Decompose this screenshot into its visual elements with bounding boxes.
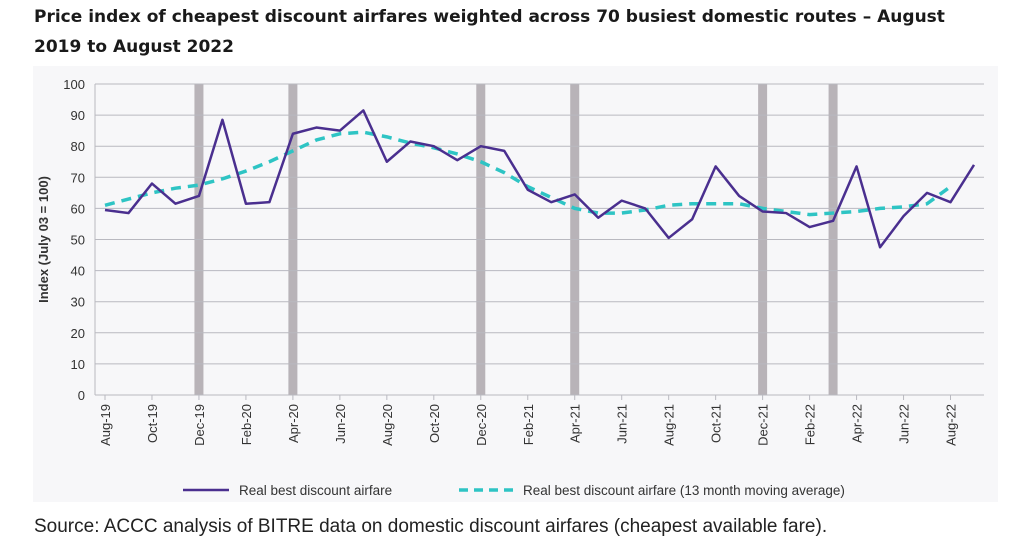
series-line-1 (104, 130, 952, 217)
y-tick-label-90: 90 (71, 108, 85, 123)
y-tick-label-30: 30 (71, 295, 85, 310)
x-tick-label-0: Aug-19 (98, 404, 113, 446)
x-tick-label-22: Jun-21 (615, 404, 630, 444)
x-tick-label-12: Aug-20 (380, 404, 395, 446)
x-tick-label-10: Jun-20 (333, 404, 348, 444)
y-tick-label-100: 100 (63, 77, 85, 92)
series-line-0 (104, 109, 976, 249)
x-tick-label-32: Apr-22 (850, 404, 865, 443)
x-tick-label-6: Feb-20 (239, 404, 254, 445)
y-tick-label-20: 20 (71, 326, 85, 341)
source-note: Source: ACCC analysis of BITRE data on d… (34, 516, 828, 537)
y-tick-label-40: 40 (71, 264, 85, 279)
x-tick-label-2: Oct-19 (145, 404, 160, 443)
x-tick-label-18: Feb-21 (521, 404, 536, 445)
x-tick-label-34: Jun-22 (897, 404, 912, 444)
x-tick-label-16: Dec-20 (474, 404, 489, 446)
y-tick-label-0: 0 (78, 388, 85, 403)
y-axis-label: Index (July 03 = 100) (36, 176, 51, 303)
x-tick-label-4: Dec-19 (192, 404, 207, 446)
x-tick-label-8: Apr-20 (286, 404, 301, 443)
x-tick-label-24: Aug-21 (662, 404, 677, 446)
chart-panel: 0 10 20 30 40 50 60 70 80 90 100 Index (July 03 = 1… (33, 66, 998, 502)
y-tick-label-10: 10 (71, 357, 85, 372)
legend-label-1: Real best discount airfare (13 month mov… (523, 483, 845, 498)
chart-svg: 0 10 20 30 40 50 60 70 80 90 100 Index (July 03 = 1… (36, 77, 984, 498)
y-tick-label-50: 50 (71, 233, 85, 248)
x-tick-label-28: Dec-21 (756, 404, 771, 446)
x-tick-label-36: Aug-22 (944, 404, 959, 446)
chart-title: Price index of cheapest discount airfare… (34, 7, 945, 57)
x-tick-label-30: Feb-22 (803, 404, 818, 445)
x-tick-label-20: Apr-21 (568, 404, 583, 443)
legend-label-0: Real best discount airfare (239, 483, 392, 498)
y-tick-label-70: 70 (71, 170, 85, 185)
x-tick-label-14: Oct-20 (427, 404, 442, 443)
y-tick-label-80: 80 (71, 139, 85, 154)
x-tick-label-26: Oct-21 (709, 404, 724, 443)
y-tick-label-60: 60 (71, 201, 85, 216)
